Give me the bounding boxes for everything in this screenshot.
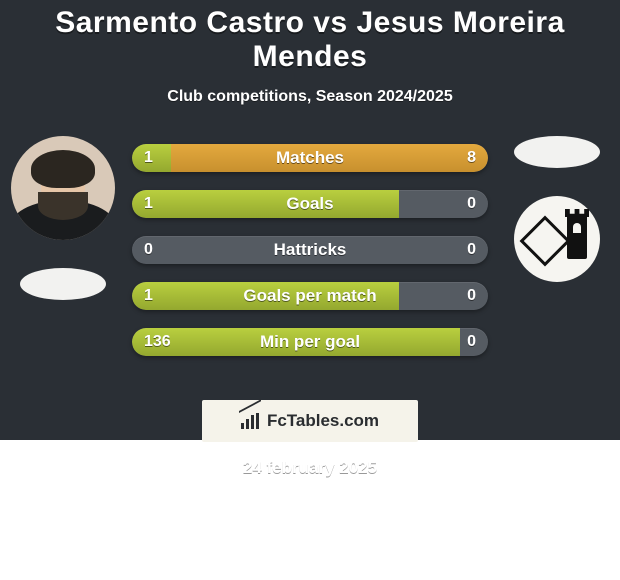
- comparison-card: Sarmento Castro vs Jesus Moreira Mendes …: [0, 0, 620, 440]
- stat-bar: 18Matches: [132, 144, 488, 172]
- subtitle: Club competitions, Season 2024/2025: [0, 88, 620, 106]
- player-right-column: [502, 136, 612, 282]
- stat-bar: 10Goals per match: [132, 282, 488, 310]
- stat-label: Goals per match: [132, 286, 488, 306]
- stat-bar: 1360Min per goal: [132, 328, 488, 356]
- player-left-column: [8, 136, 118, 300]
- stat-bar: 10Goals: [132, 190, 488, 218]
- content-row: 18Matches 10Goals 00Hattricks 10Goals per m…: [0, 136, 620, 386]
- fctables-icon: [241, 413, 261, 429]
- stat-bar: 00Hattricks: [132, 236, 488, 264]
- player-left-avatar: [11, 136, 115, 240]
- stat-label: Matches: [132, 148, 488, 168]
- player-left-club-pill: [20, 268, 106, 300]
- player-right-club-badge: [514, 196, 600, 282]
- attribution-text: FcTables.com: [267, 411, 379, 431]
- stats-bars: 18Matches 10Goals 00Hattricks 10Goals per m…: [132, 144, 488, 356]
- page-title: Sarmento Castro vs Jesus Moreira Mendes: [0, 0, 620, 74]
- player-right-club-pill: [514, 136, 600, 168]
- academica-logo-icon: [527, 213, 587, 265]
- stat-label: Goals: [132, 194, 488, 214]
- attribution-badge: FcTables.com: [202, 400, 418, 442]
- stat-label: Min per goal: [132, 332, 488, 352]
- stat-label: Hattricks: [132, 240, 488, 260]
- date-text: 24 february 2025: [0, 458, 620, 478]
